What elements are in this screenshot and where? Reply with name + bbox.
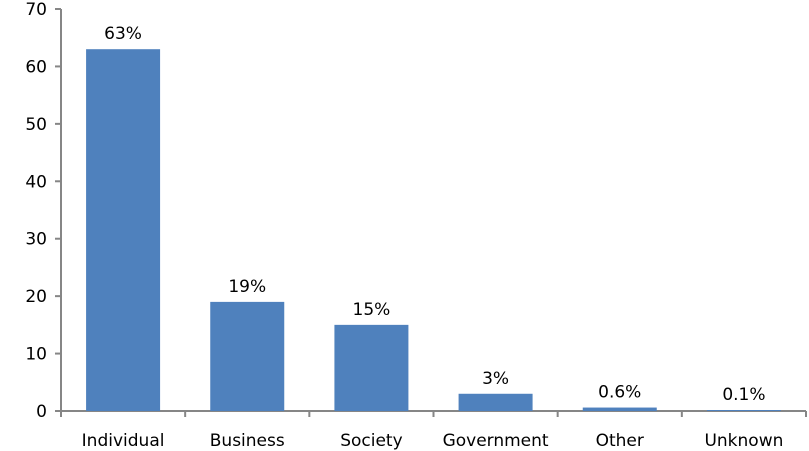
x-tick-label-business: Business: [210, 431, 285, 451]
data-label-society: 15%: [353, 300, 391, 320]
x-axis: Individual Business Society Government Other…: [60, 410, 807, 451]
bar-business: [210, 301, 285, 411]
x-tick-label-government: Government: [443, 431, 549, 451]
bar-individual: [86, 49, 161, 411]
y-tick-label-60: 60: [25, 57, 47, 77]
y-tick-label-40: 40: [25, 172, 47, 192]
y-tick-label-10: 10: [25, 345, 47, 365]
data-label-unknown: 0.1%: [722, 385, 765, 405]
x-tick-label-society: Society: [340, 431, 402, 451]
data-labels: 63% 19% 15% 3% 0.6% 0.1%: [104, 24, 765, 405]
x-tick-label-unknown: Unknown: [704, 431, 783, 451]
x-tick-label-other: Other: [596, 431, 644, 451]
y-tick-label-70: 70: [25, 0, 47, 20]
bar-government: [458, 393, 533, 411]
y-tick-label-20: 20: [25, 287, 47, 307]
data-label-other: 0.6%: [598, 383, 641, 403]
y-tick-label-30: 30: [25, 230, 47, 250]
y-axis: 0 10 20 30 40 50 60 70: [25, 0, 62, 422]
bars: [86, 49, 781, 411]
bar-society: [334, 324, 409, 411]
data-label-individual: 63%: [104, 24, 142, 44]
y-tick-label-50: 50: [25, 115, 47, 135]
bar-unknown: [706, 410, 781, 411]
x-tick-label-individual: Individual: [82, 431, 165, 451]
data-label-business: 19%: [228, 277, 266, 297]
bar-other: [582, 407, 657, 411]
data-label-government: 3%: [482, 369, 509, 389]
y-tick-label-0: 0: [36, 402, 47, 422]
